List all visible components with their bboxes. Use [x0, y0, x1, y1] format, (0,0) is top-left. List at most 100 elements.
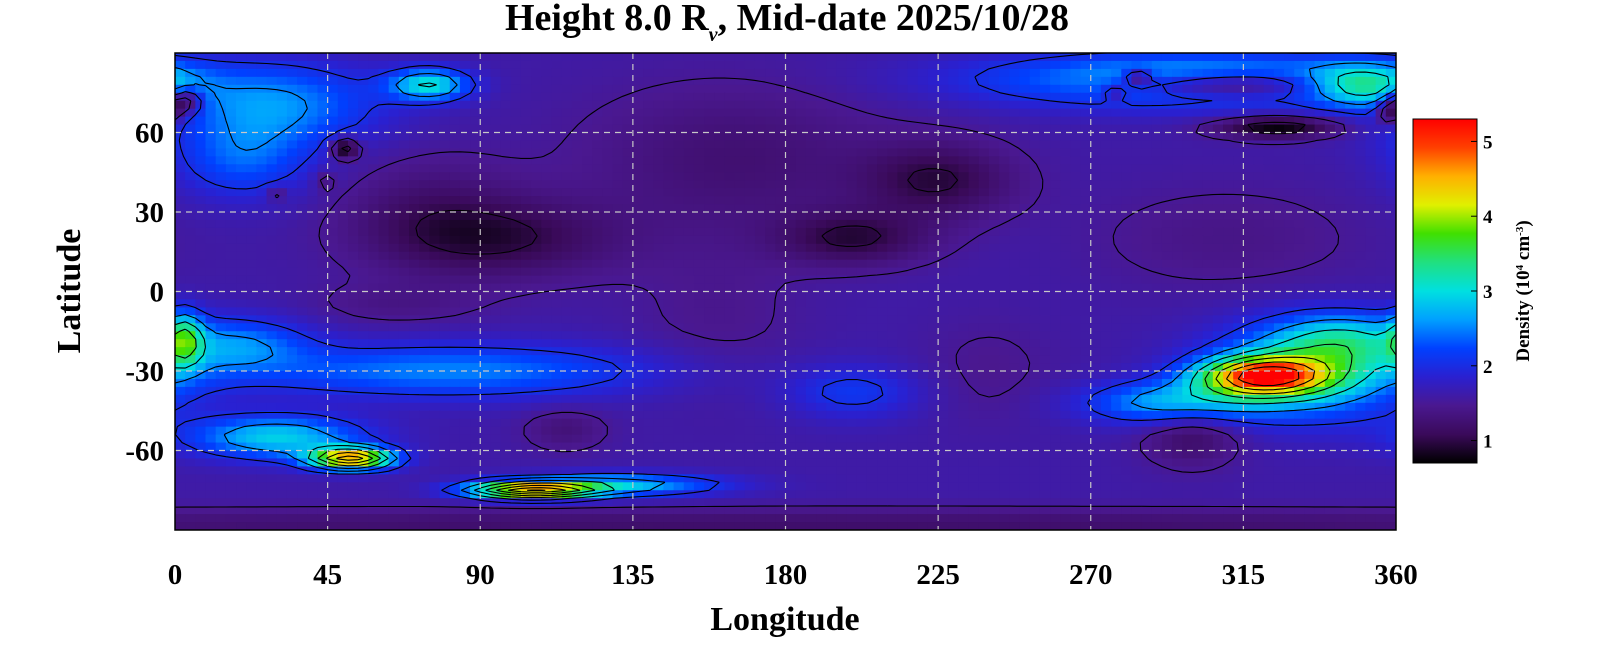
heatmap-cell [917, 148, 929, 157]
heatmap-cell [1019, 275, 1031, 285]
heatmap-cell [693, 92, 705, 102]
heatmap-cell [1243, 156, 1255, 165]
heatmap-cell [337, 378, 349, 388]
heatmap-cell [887, 283, 899, 293]
heatmap-cell [195, 275, 207, 285]
heatmap-cell [683, 156, 695, 165]
heatmap-cell [856, 180, 868, 189]
heatmap-cell [1324, 275, 1336, 285]
heatmap-cell [439, 68, 451, 78]
heatmap-cell [989, 355, 1000, 364]
heatmap-cell [1172, 339, 1183, 348]
heatmap-cell [551, 219, 563, 229]
heatmap-cell [500, 227, 512, 237]
heatmap-cell [531, 140, 542, 149]
heatmap-cell [866, 259, 878, 269]
heatmap-cell [1375, 251, 1387, 261]
heatmap-cell [968, 219, 980, 229]
heatmap-cell [327, 299, 339, 308]
heatmap-cell [1223, 196, 1234, 205]
heatmap-cell [1009, 132, 1021, 142]
heatmap-cell [1009, 291, 1021, 301]
heatmap-cell [1304, 259, 1316, 269]
heatmap-cell [724, 164, 736, 173]
heatmap-cell [195, 84, 207, 94]
heatmap-cell [1009, 219, 1021, 229]
heatmap-cell [531, 371, 542, 380]
heatmap-cell [683, 235, 695, 245]
heatmap-cell [480, 219, 492, 229]
heatmap-cell [917, 180, 929, 189]
heatmap-cell [286, 132, 298, 142]
heatmap-cell [1009, 315, 1021, 324]
heatmap-cell [1111, 188, 1122, 197]
heatmap-cell [500, 251, 512, 261]
heatmap-cell [480, 291, 492, 301]
heatmap-cell [877, 347, 888, 356]
heatmap-cell [551, 347, 563, 356]
heatmap-cell [592, 116, 603, 126]
heatmap-cell [1121, 180, 1133, 189]
heatmap-cell [347, 140, 359, 149]
heatmap-cell [276, 371, 288, 380]
heatmap-cell [714, 378, 726, 388]
heatmap-cell [999, 180, 1010, 189]
heatmap-cell [1355, 188, 1367, 197]
heatmap-cell [948, 124, 960, 134]
heatmap-cell [551, 235, 563, 245]
heatmap-cell [683, 323, 695, 332]
heatmap-cell [205, 219, 217, 229]
heatmap-cell [327, 307, 339, 316]
heatmap-cell [693, 60, 705, 70]
heatmap-cell [337, 76, 349, 86]
heatmap-cell [1243, 84, 1255, 94]
heatmap-cell [215, 108, 227, 118]
heatmap-cell [327, 291, 339, 301]
heatmap-cell [1172, 259, 1183, 269]
heatmap-cell [978, 180, 990, 189]
heatmap-cell [1375, 204, 1387, 213]
heatmap-cell [663, 339, 675, 348]
heatmap-cell [439, 283, 451, 293]
heatmap-cell [1223, 307, 1234, 316]
heatmap-cell [1019, 227, 1031, 237]
heatmap-cell [643, 108, 654, 118]
heatmap-cell [1070, 347, 1082, 356]
heatmap-cell [470, 108, 481, 118]
heatmap-cell [520, 132, 532, 142]
heatmap-cell [765, 227, 776, 237]
heatmap-cell [765, 132, 776, 142]
heatmap-cell [531, 259, 542, 269]
heatmap-cell [1355, 196, 1367, 205]
heatmap-cell [663, 164, 675, 173]
heatmap-cell [429, 196, 441, 205]
heatmap-cell [1385, 275, 1396, 285]
heatmap-cell [419, 267, 430, 277]
heatmap-cell [877, 148, 888, 157]
heatmap-cell [256, 84, 268, 94]
heatmap-cell [897, 235, 909, 245]
heatmap-cell [907, 227, 919, 237]
heatmap-cell [347, 307, 359, 316]
heatmap-cell [1039, 68, 1051, 78]
heatmap-cell [1172, 116, 1183, 126]
heatmap-cell [622, 92, 634, 102]
heatmap-cell [286, 235, 298, 245]
heatmap-cell [1253, 84, 1265, 94]
heatmap-cell [1284, 251, 1295, 261]
heatmap-cell [1202, 180, 1214, 189]
heatmap-cell [1385, 267, 1396, 277]
heatmap-cell [612, 180, 624, 189]
heatmap-cell [856, 212, 868, 221]
heatmap-cell [1243, 172, 1255, 181]
heatmap-cell [795, 196, 807, 205]
heatmap-cell [409, 196, 420, 205]
heatmap-cell [1050, 291, 1061, 301]
heatmap-cell [480, 53, 492, 62]
heatmap-cell [1151, 76, 1163, 86]
heatmap-cell [785, 355, 797, 364]
heatmap-cell [1121, 259, 1133, 269]
heatmap-cell [246, 116, 257, 126]
heatmap-cell [1141, 68, 1153, 78]
heatmap-cell [704, 100, 715, 110]
